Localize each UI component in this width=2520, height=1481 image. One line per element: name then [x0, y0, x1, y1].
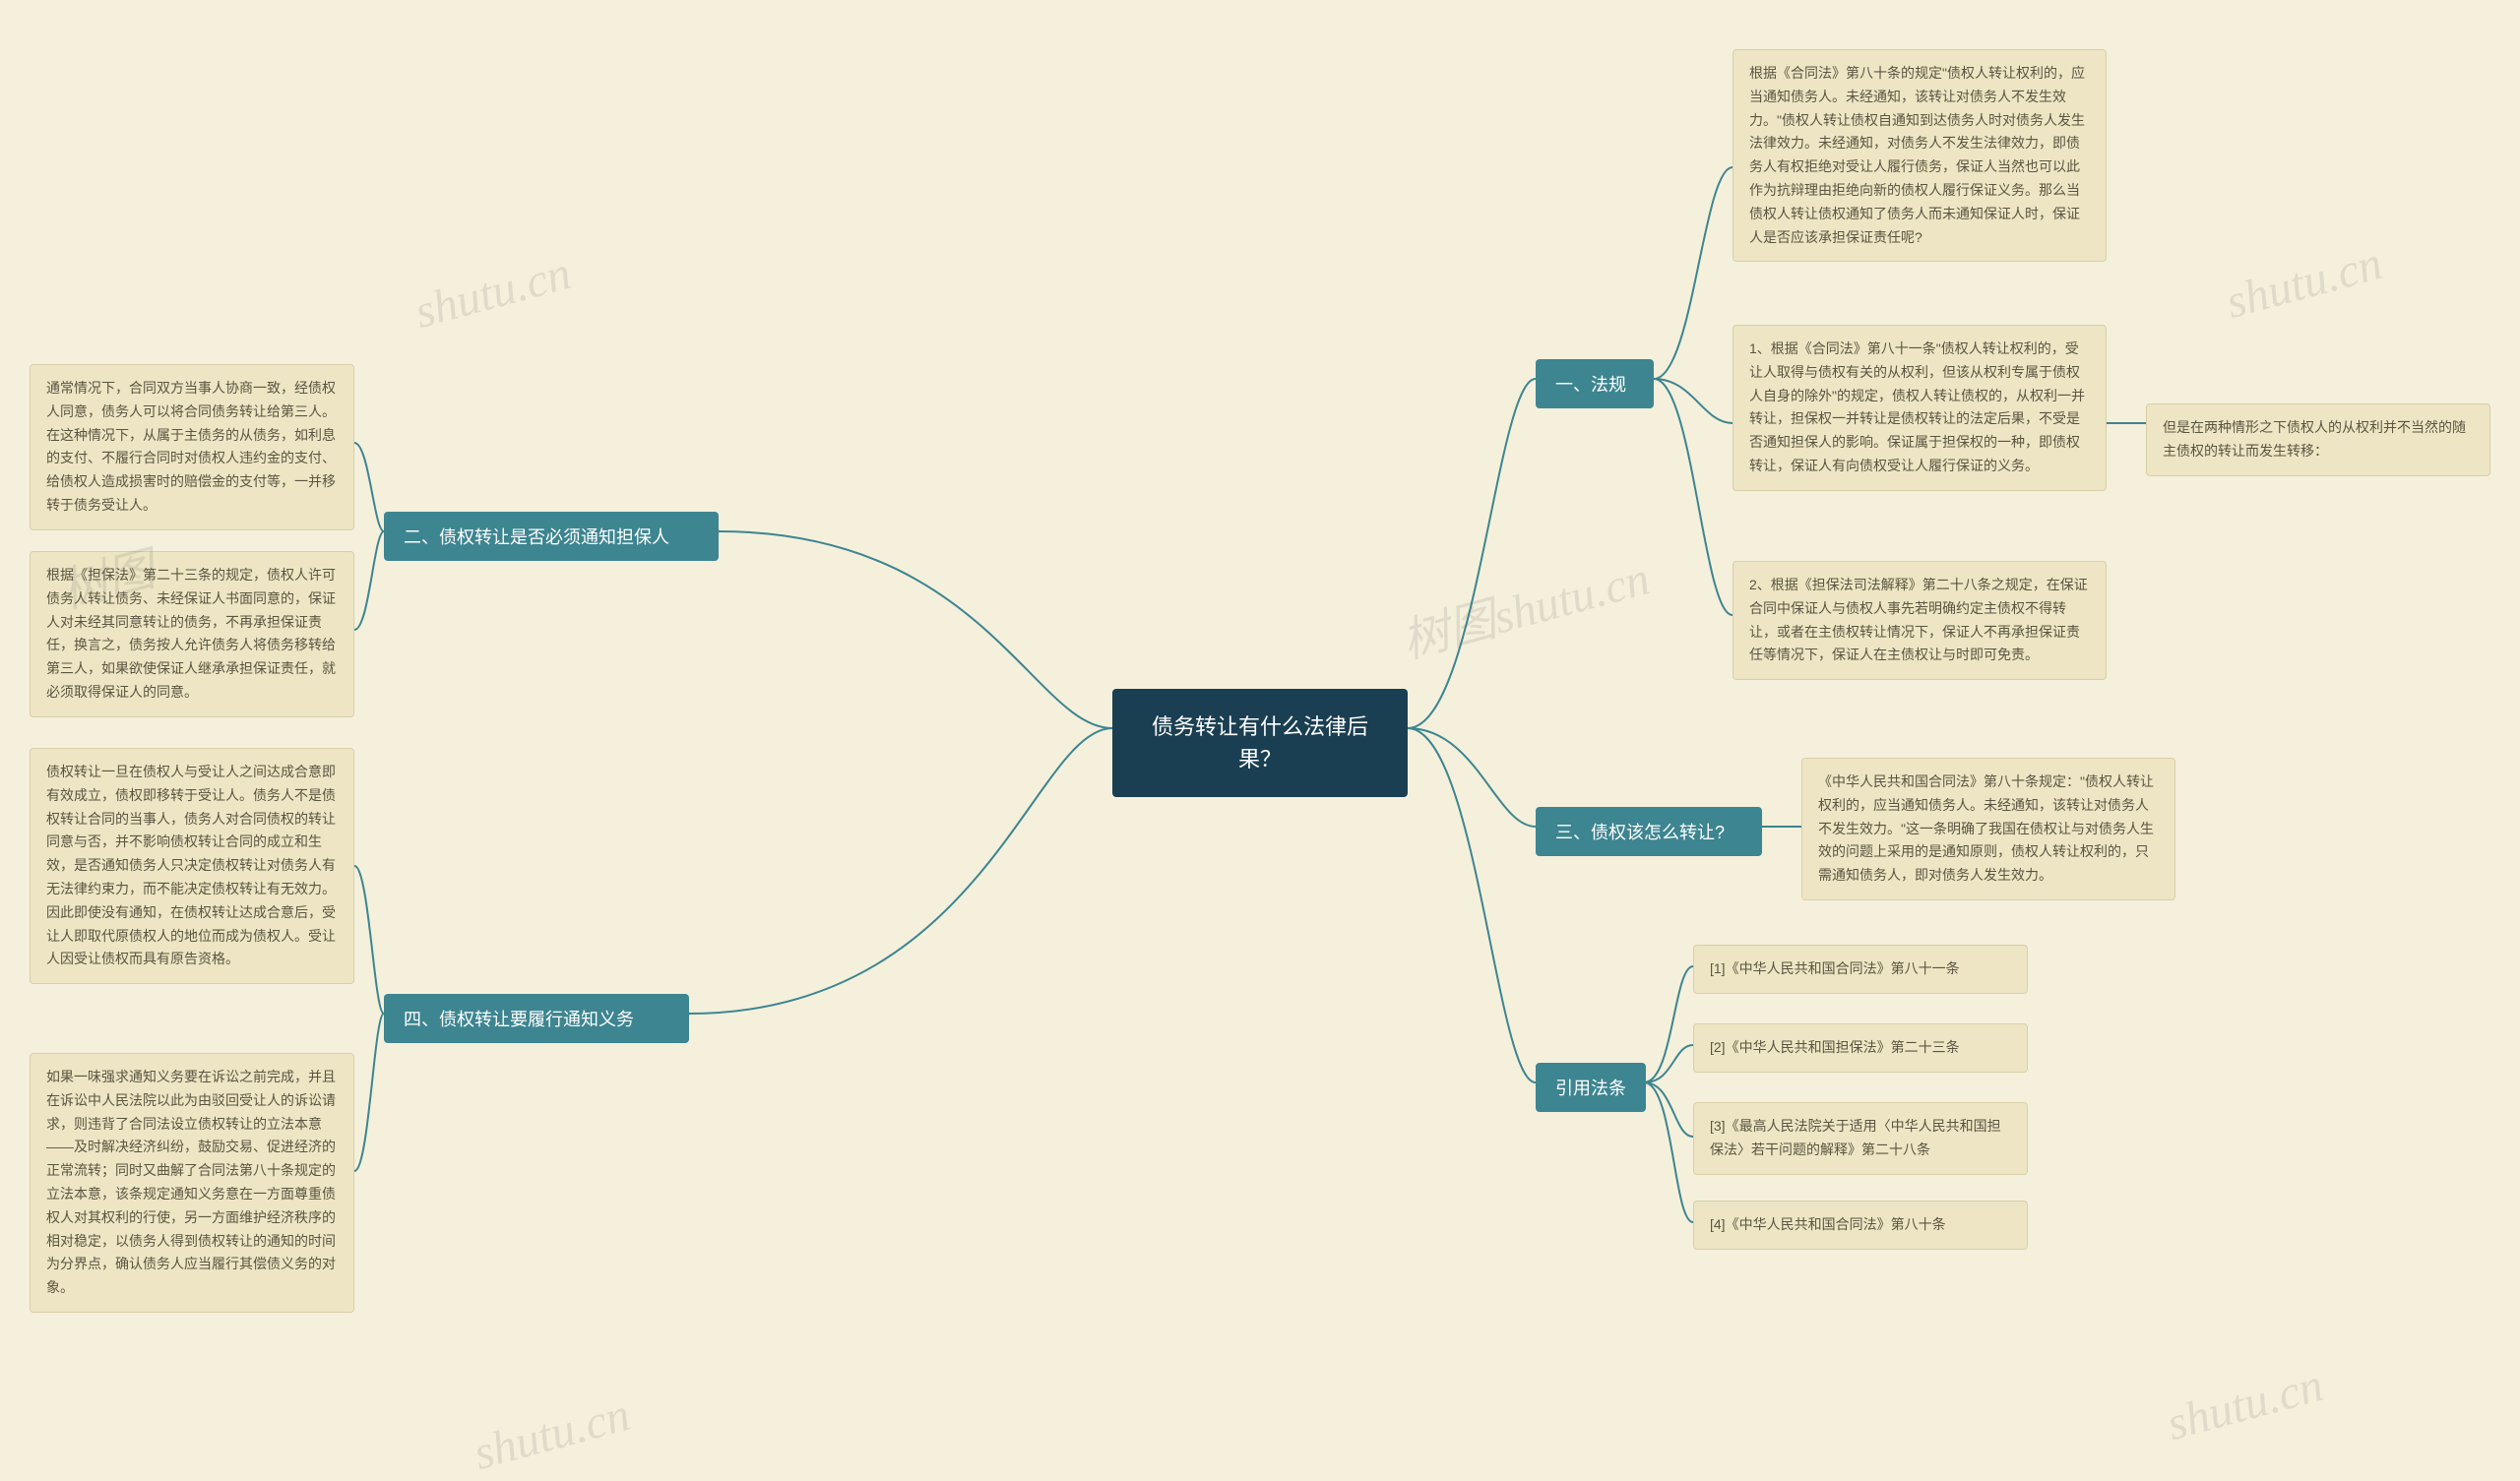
leaf-two-a: 通常情况下，合同双方当事人协商一致，经债权人同意，债务人可以将合同债务转让给第三… — [30, 364, 354, 530]
watermark: shutu.cn — [2162, 1358, 2329, 1451]
leaf-two-b: 根据《担保法》第二十三条的规定，债权人许可债务人转让债务、未经保证人书面同意的，… — [30, 551, 354, 717]
leaf-cite-4: [4]《中华人民共和国合同法》第八十条 — [1693, 1201, 2028, 1250]
branch-cite-label: 引用法条 — [1555, 1079, 1626, 1098]
center-node: 债务转让有什么法律后果？ — [1112, 689, 1408, 797]
leaf-four-a: 债权转让一旦在债权人与受让人之间达成合意即有效成立，债权即移转于受让人。债务人不… — [30, 748, 354, 984]
branch-two-label: 二、债权转让是否必须通知担保人 — [404, 527, 669, 547]
leaf-one-a-text: 根据《合同法》第八十条的规定"债权人转让权利的，应当通知债务人。未经通知，该转让… — [1749, 65, 2085, 245]
watermark: shutu.cn — [2221, 236, 2388, 330]
watermark: shutu.cn — [410, 246, 577, 339]
branch-three: 三、债权该怎么转让? — [1536, 807, 1762, 856]
leaf-one-b-sub-text: 但是在两种情形之下债权人的从权利并不当然的随主债权的转让而发生转移： — [2163, 419, 2466, 459]
branch-four: 四、债权转让要履行通知义务 — [384, 994, 689, 1043]
branch-one-label: 一、法规 — [1555, 375, 1626, 395]
center-text: 债务转让有什么法律后果？ — [1152, 714, 1368, 771]
leaf-cite-2: [2]《中华人民共和国担保法》第二十三条 — [1693, 1023, 2028, 1073]
leaf-one-b-sub: 但是在两种情形之下债权人的从权利并不当然的随主债权的转让而发生转移： — [2146, 403, 2490, 476]
branch-two: 二、债权转让是否必须通知担保人 — [384, 512, 719, 561]
branch-three-label: 三、债权该怎么转让? — [1555, 823, 1725, 842]
leaf-cite-4-text: [4]《中华人民共和国合同法》第八十条 — [1710, 1216, 1946, 1232]
leaf-one-b-text: 1、根据《合同法》第八十一条"债权人转让权利的，受让人取得与债权有关的从权利，但… — [1749, 340, 2085, 473]
watermark: 树图shutu.cn — [1393, 539, 1656, 671]
branch-four-label: 四、债权转让要履行通知义务 — [404, 1010, 634, 1029]
leaf-cite-3: [3]《最高人民法院关于适用〈中华人民共和国担保法〉若干问题的解释》第二十八条 — [1693, 1102, 2028, 1175]
leaf-four-b-text: 如果一味强求通知义务要在诉讼之前完成，并且在诉讼中人民法院以此为由驳回受让人的诉… — [46, 1069, 336, 1295]
leaf-four-a-text: 债权转让一旦在债权人与受让人之间达成合意即有效成立，债权即移转于受让人。债务人不… — [46, 764, 336, 966]
branch-one: 一、法规 — [1536, 359, 1654, 408]
leaf-four-b: 如果一味强求通知义务要在诉讼之前完成，并且在诉讼中人民法院以此为由驳回受让人的诉… — [30, 1053, 354, 1313]
branch-cite: 引用法条 — [1536, 1063, 1646, 1112]
leaf-one-b: 1、根据《合同法》第八十一条"债权人转让权利的，受让人取得与债权有关的从权利，但… — [1732, 325, 2107, 491]
leaf-three-a: 《中华人民共和国合同法》第八十条规定："债权人转让权利的，应当通知债务人。未经通… — [1801, 758, 2175, 900]
leaf-two-b-text: 根据《担保法》第二十三条的规定，债权人许可债务人转让债务、未经保证人书面同意的，… — [46, 567, 336, 700]
leaf-one-c: 2、根据《担保法司法解释》第二十八条之规定，在保证合同中保证人与债权人事先若明确… — [1732, 561, 2107, 680]
leaf-two-a-text: 通常情况下，合同双方当事人协商一致，经债权人同意，债务人可以将合同债务转让给第三… — [46, 380, 336, 513]
leaf-cite-1: [1]《中华人民共和国合同法》第八十一条 — [1693, 945, 2028, 994]
watermark: shutu.cn — [469, 1388, 636, 1481]
leaf-one-c-text: 2、根据《担保法司法解释》第二十八条之规定，在保证合同中保证人与债权人事先若明确… — [1749, 577, 2088, 662]
leaf-cite-1-text: [1]《中华人民共和国合同法》第八十一条 — [1710, 960, 1960, 976]
leaf-three-a-text: 《中华人民共和国合同法》第八十条规定："债权人转让权利的，应当通知债务人。未经通… — [1818, 773, 2154, 883]
leaf-cite-2-text: [2]《中华人民共和国担保法》第二十三条 — [1710, 1039, 1960, 1055]
leaf-one-a: 根据《合同法》第八十条的规定"债权人转让权利的，应当通知债务人。未经通知，该转让… — [1732, 49, 2107, 262]
leaf-cite-3-text: [3]《最高人民法院关于适用〈中华人民共和国担保法〉若干问题的解释》第二十八条 — [1710, 1118, 2001, 1157]
